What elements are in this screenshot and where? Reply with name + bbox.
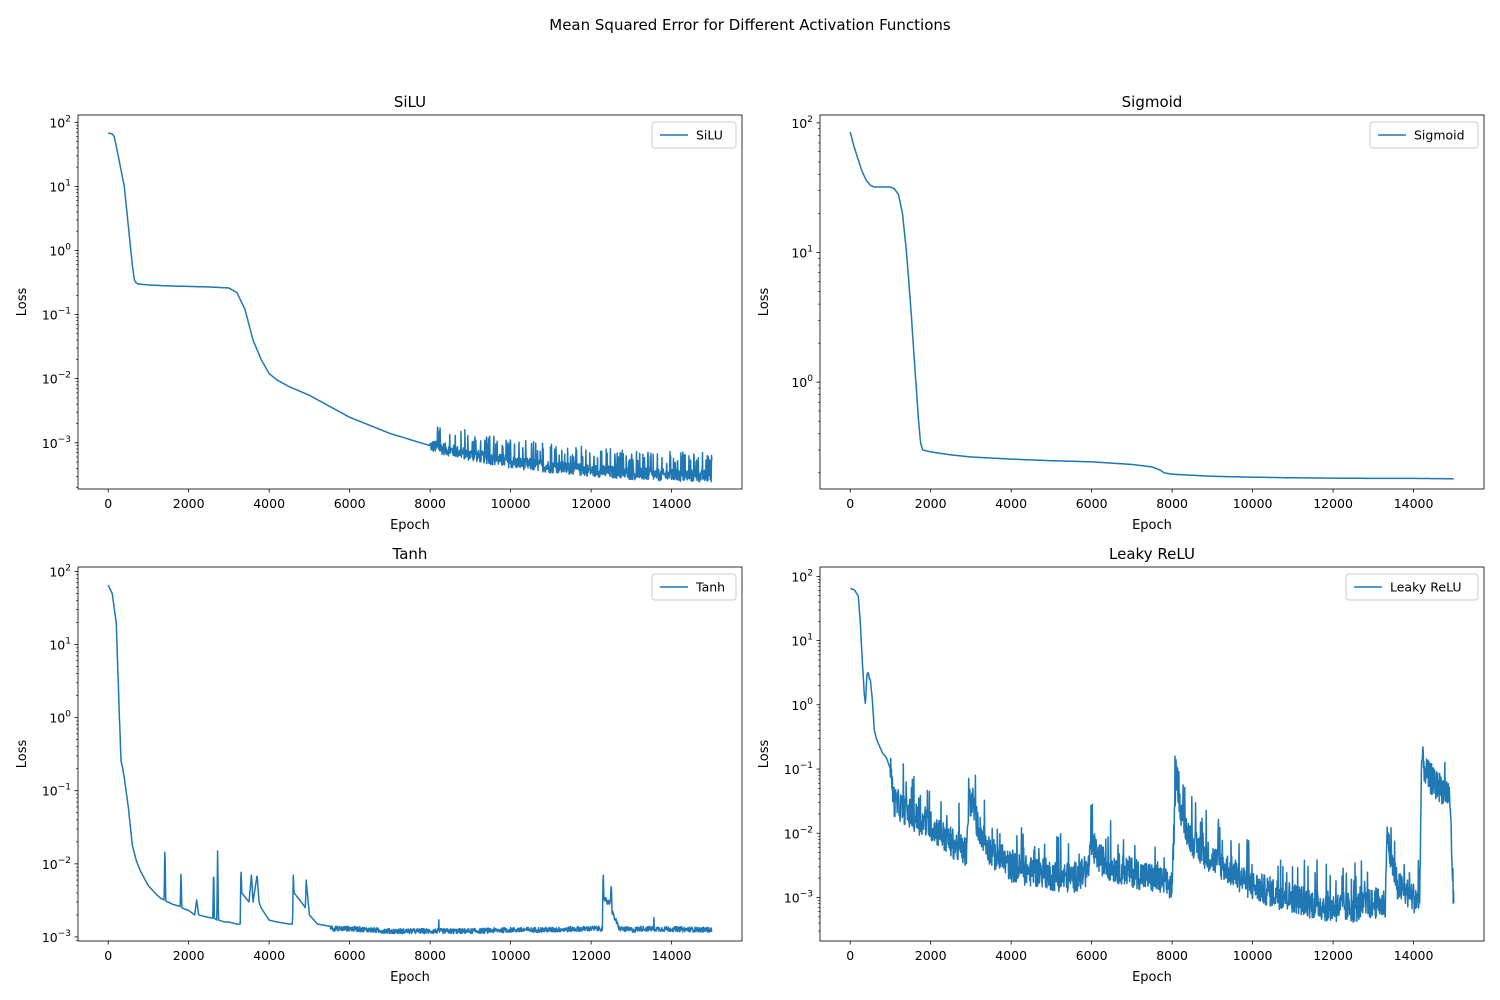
y-tick-label: 101	[49, 637, 71, 653]
x-tick-label: 14000	[652, 948, 692, 963]
x-tick-label: 14000	[652, 496, 692, 511]
x-tick-label: 2000	[173, 948, 205, 963]
x-tick-label: 8000	[414, 496, 446, 511]
x-tick-label: 2000	[173, 496, 205, 511]
axes-frame	[77, 566, 743, 942]
y-axis-label: Loss	[757, 740, 772, 769]
x-tick-label: 10000	[1233, 948, 1273, 963]
x-tick-label: 8000	[414, 948, 446, 963]
subplot-1: 0 2000 4000 6000 8000 10000 12000 14000 100 101 10…	[757, 93, 1485, 533]
x-tick-label: 0	[104, 948, 112, 963]
x-tick-label: 6000	[1076, 948, 1108, 963]
x-tick-label: 14000	[1394, 496, 1434, 511]
x-tick-label: 10000	[1233, 496, 1273, 511]
x-tick-label: 4000	[253, 948, 285, 963]
y-tick-label: 10−3	[42, 435, 71, 451]
subplot-2: 0 2000 4000 6000 8000 10000 12000 14000 10−3 10−2…	[15, 545, 743, 985]
subplot-title: Tanh	[392, 545, 428, 563]
subplot-3: 0 2000 4000 6000 8000 10000 12000 14000 10−3 10−2…	[757, 545, 1485, 985]
figure-title: Mean Squared Error for Different Activat…	[549, 16, 951, 34]
y-tick-label: 10−2	[784, 825, 813, 841]
y-tick-label: 102	[49, 563, 71, 579]
x-tick-label: 8000	[1156, 948, 1188, 963]
x-tick-label: 6000	[334, 948, 366, 963]
y-axis-label: Loss	[15, 740, 30, 769]
y-axis-label: Loss	[15, 288, 30, 317]
series-line-silu	[107, 132, 713, 483]
subplot-title: Sigmoid	[1122, 93, 1183, 111]
x-axis-label: Epoch	[1132, 970, 1172, 985]
x-tick-label: 6000	[334, 496, 366, 511]
x-tick-label: 4000	[995, 948, 1027, 963]
y-tick-label: 10−3	[42, 929, 71, 945]
y-tick-label: 102	[791, 115, 813, 131]
legend-label: SiLU	[696, 128, 723, 143]
series-line-tanh	[107, 584, 713, 935]
x-tick-label: 12000	[571, 948, 611, 963]
legend-box	[1345, 573, 1479, 601]
y-tick-label: 101	[791, 633, 813, 649]
legend-box	[651, 121, 737, 149]
subplot-title: SiLU	[394, 93, 426, 111]
legend-box	[1369, 121, 1479, 149]
y-tick-label: 10−1	[784, 761, 813, 777]
x-tick-label: 12000	[1313, 496, 1353, 511]
axes-frame	[77, 114, 743, 490]
y-tick-label: 10−1	[42, 783, 71, 799]
x-tick-label: 4000	[253, 496, 285, 511]
x-tick-label: 4000	[995, 496, 1027, 511]
axes-frame	[819, 566, 1485, 942]
y-tick-label: 100	[791, 374, 813, 390]
x-axis-label: Epoch	[390, 518, 430, 533]
y-tick-label: 101	[791, 245, 813, 261]
axes-frame	[819, 114, 1485, 490]
x-tick-label: 2000	[915, 496, 947, 511]
y-tick-label: 10−2	[42, 371, 71, 387]
x-tick-label: 0	[846, 948, 854, 963]
y-tick-label: 101	[49, 178, 71, 194]
subplot-title: Leaky ReLU	[1109, 545, 1195, 563]
legend-label: Sigmoid	[1414, 128, 1465, 143]
x-tick-label: 12000	[571, 496, 611, 511]
x-tick-label: 6000	[1076, 496, 1108, 511]
x-axis-label: Epoch	[1132, 518, 1172, 533]
legend-label: Tanh	[695, 580, 725, 595]
x-tick-label: 10000	[491, 948, 531, 963]
y-tick-label: 10−3	[784, 889, 813, 905]
legend-label: Leaky ReLU	[1390, 580, 1462, 595]
x-tick-label: 0	[846, 496, 854, 511]
y-axis-label: Loss	[757, 288, 772, 317]
y-tick-label: 10−1	[42, 307, 71, 323]
y-tick-label: 100	[791, 697, 813, 713]
y-tick-label: 100	[49, 242, 71, 258]
y-tick-label: 102	[791, 568, 813, 584]
y-tick-label: 102	[49, 114, 71, 130]
series-line-sigmoid	[849, 131, 1455, 480]
x-tick-label: 12000	[1313, 948, 1353, 963]
x-axis-label: Epoch	[390, 970, 430, 985]
series-line-leaky-relu	[849, 587, 1455, 923]
x-tick-label: 14000	[1394, 948, 1434, 963]
x-tick-label: 0	[104, 496, 112, 511]
y-tick-label: 100	[49, 710, 71, 726]
subplot-0: 0 2000 4000 6000 8000 10000 12000 14000 10−3 10−2…	[15, 93, 743, 533]
x-tick-label: 8000	[1156, 496, 1188, 511]
y-tick-label: 10−2	[42, 856, 71, 872]
x-tick-label: 10000	[491, 496, 531, 511]
x-tick-label: 2000	[915, 948, 947, 963]
legend-box	[651, 573, 737, 601]
